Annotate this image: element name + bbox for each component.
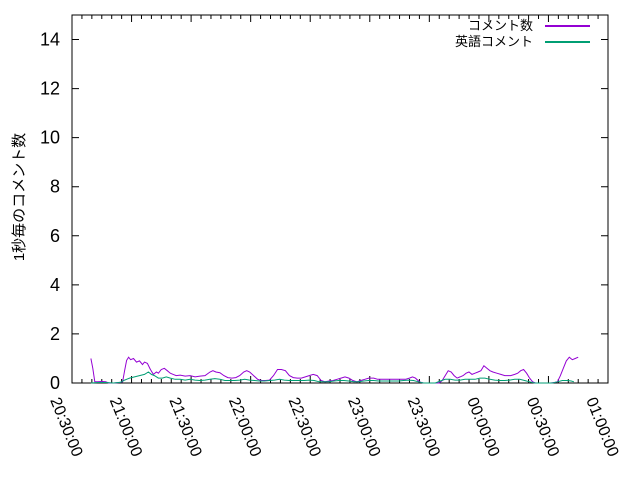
legend-row: コメント数 (350, 18, 590, 34)
x-tick-label: 23:00:00 (344, 395, 383, 459)
y-tick-label: 6 (50, 226, 60, 246)
x-tick-label: 21:30:00 (165, 395, 204, 459)
y-tick-label: 12 (40, 79, 60, 99)
x-tick-label: 21:00:00 (106, 395, 145, 459)
y-tick-label: 0 (50, 373, 60, 393)
x-tick-label: 20:30:00 (46, 395, 85, 459)
legend-label-comments: コメント数 (467, 18, 533, 33)
x-tick-label: 22:00:00 (225, 395, 264, 459)
x-tick-label: 23:30:00 (404, 395, 443, 459)
y-tick-label: 14 (40, 30, 60, 50)
y-tick-label: 2 (50, 324, 60, 344)
tick-marks (71, 15, 609, 384)
x-tick-label: 00:00:00 (463, 395, 502, 459)
series-line-1 (90, 371, 575, 384)
legend-line-sample-english-comments (545, 41, 590, 43)
legend-row: 英語コメント (350, 34, 590, 50)
legend-label-english-comments: 英語コメント (454, 34, 533, 49)
legend-line-sample-comments (545, 25, 590, 27)
x-tick-label: 01:00:00 (582, 395, 621, 459)
plot-border (71, 14, 609, 384)
series-line-0 (90, 356, 579, 384)
y-tick-label: 4 (50, 275, 60, 295)
legend: コメント数 英語コメント (350, 18, 590, 50)
x-tick-label: 00:30:00 (523, 395, 562, 459)
y-tick-label: 10 (40, 128, 60, 148)
x-tick-label: 22:30:00 (285, 395, 324, 459)
y-tick-label: 8 (50, 177, 60, 197)
y-axis-label: 1秒毎のコメント数 (11, 132, 28, 262)
